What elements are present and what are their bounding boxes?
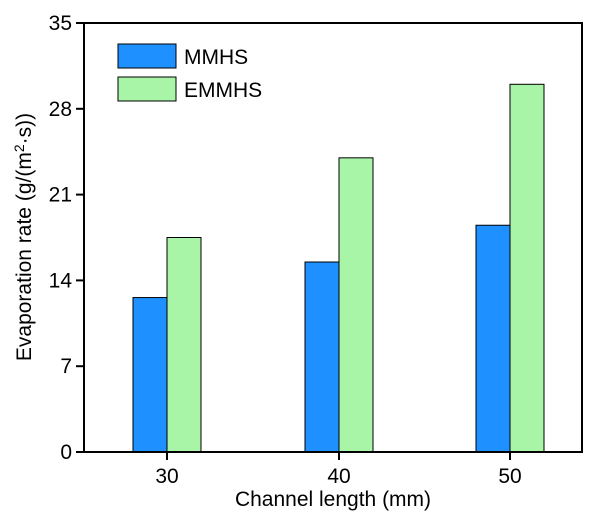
bar-emmhs-40 xyxy=(338,157,374,453)
bars-group xyxy=(132,83,545,453)
y-tick-label-21: 21 xyxy=(49,184,72,207)
y-tick-label-14: 14 xyxy=(49,269,73,292)
y-tick-label-28: 28 xyxy=(49,98,72,121)
bar-emmhs-30 xyxy=(166,237,202,453)
legend-swatch-emmhs xyxy=(117,76,177,102)
y-axis: 0 7 14 21 28 35 xyxy=(49,12,84,464)
x-tick-label-40: 40 xyxy=(327,465,350,488)
x-tick-label-30: 30 xyxy=(155,465,178,488)
legend-swatch-mmhs xyxy=(117,43,177,69)
legend-label-emmhs: EMMHS xyxy=(184,79,262,102)
x-axis-title: Channel length (mm) xyxy=(235,488,431,511)
y-tick-label-0: 0 xyxy=(60,441,72,464)
x-tick-label-50: 50 xyxy=(498,465,521,488)
plot-frame xyxy=(83,22,583,453)
bar-mmhs-40 xyxy=(304,261,340,453)
y-axis-title-superscript: 2 xyxy=(11,144,27,152)
y-tick-label-35: 35 xyxy=(49,12,72,35)
y-axis-title-tail: ·s)) xyxy=(13,113,36,144)
legend: MMHS EMMHS xyxy=(117,43,262,102)
bar-mmhs-50 xyxy=(475,224,511,453)
x-axis: 30 40 50 xyxy=(155,452,522,488)
legend-label-mmhs: MMHS xyxy=(184,46,248,69)
y-axis-title-main: Evaporation rate (g/(m xyxy=(13,152,36,361)
y-axis-title: Evaporation rate (g/(m2·s)) xyxy=(11,113,36,361)
bar-emmhs-50 xyxy=(509,83,545,453)
bar-mmhs-30 xyxy=(132,297,168,453)
y-tick-label-7: 7 xyxy=(60,355,72,378)
